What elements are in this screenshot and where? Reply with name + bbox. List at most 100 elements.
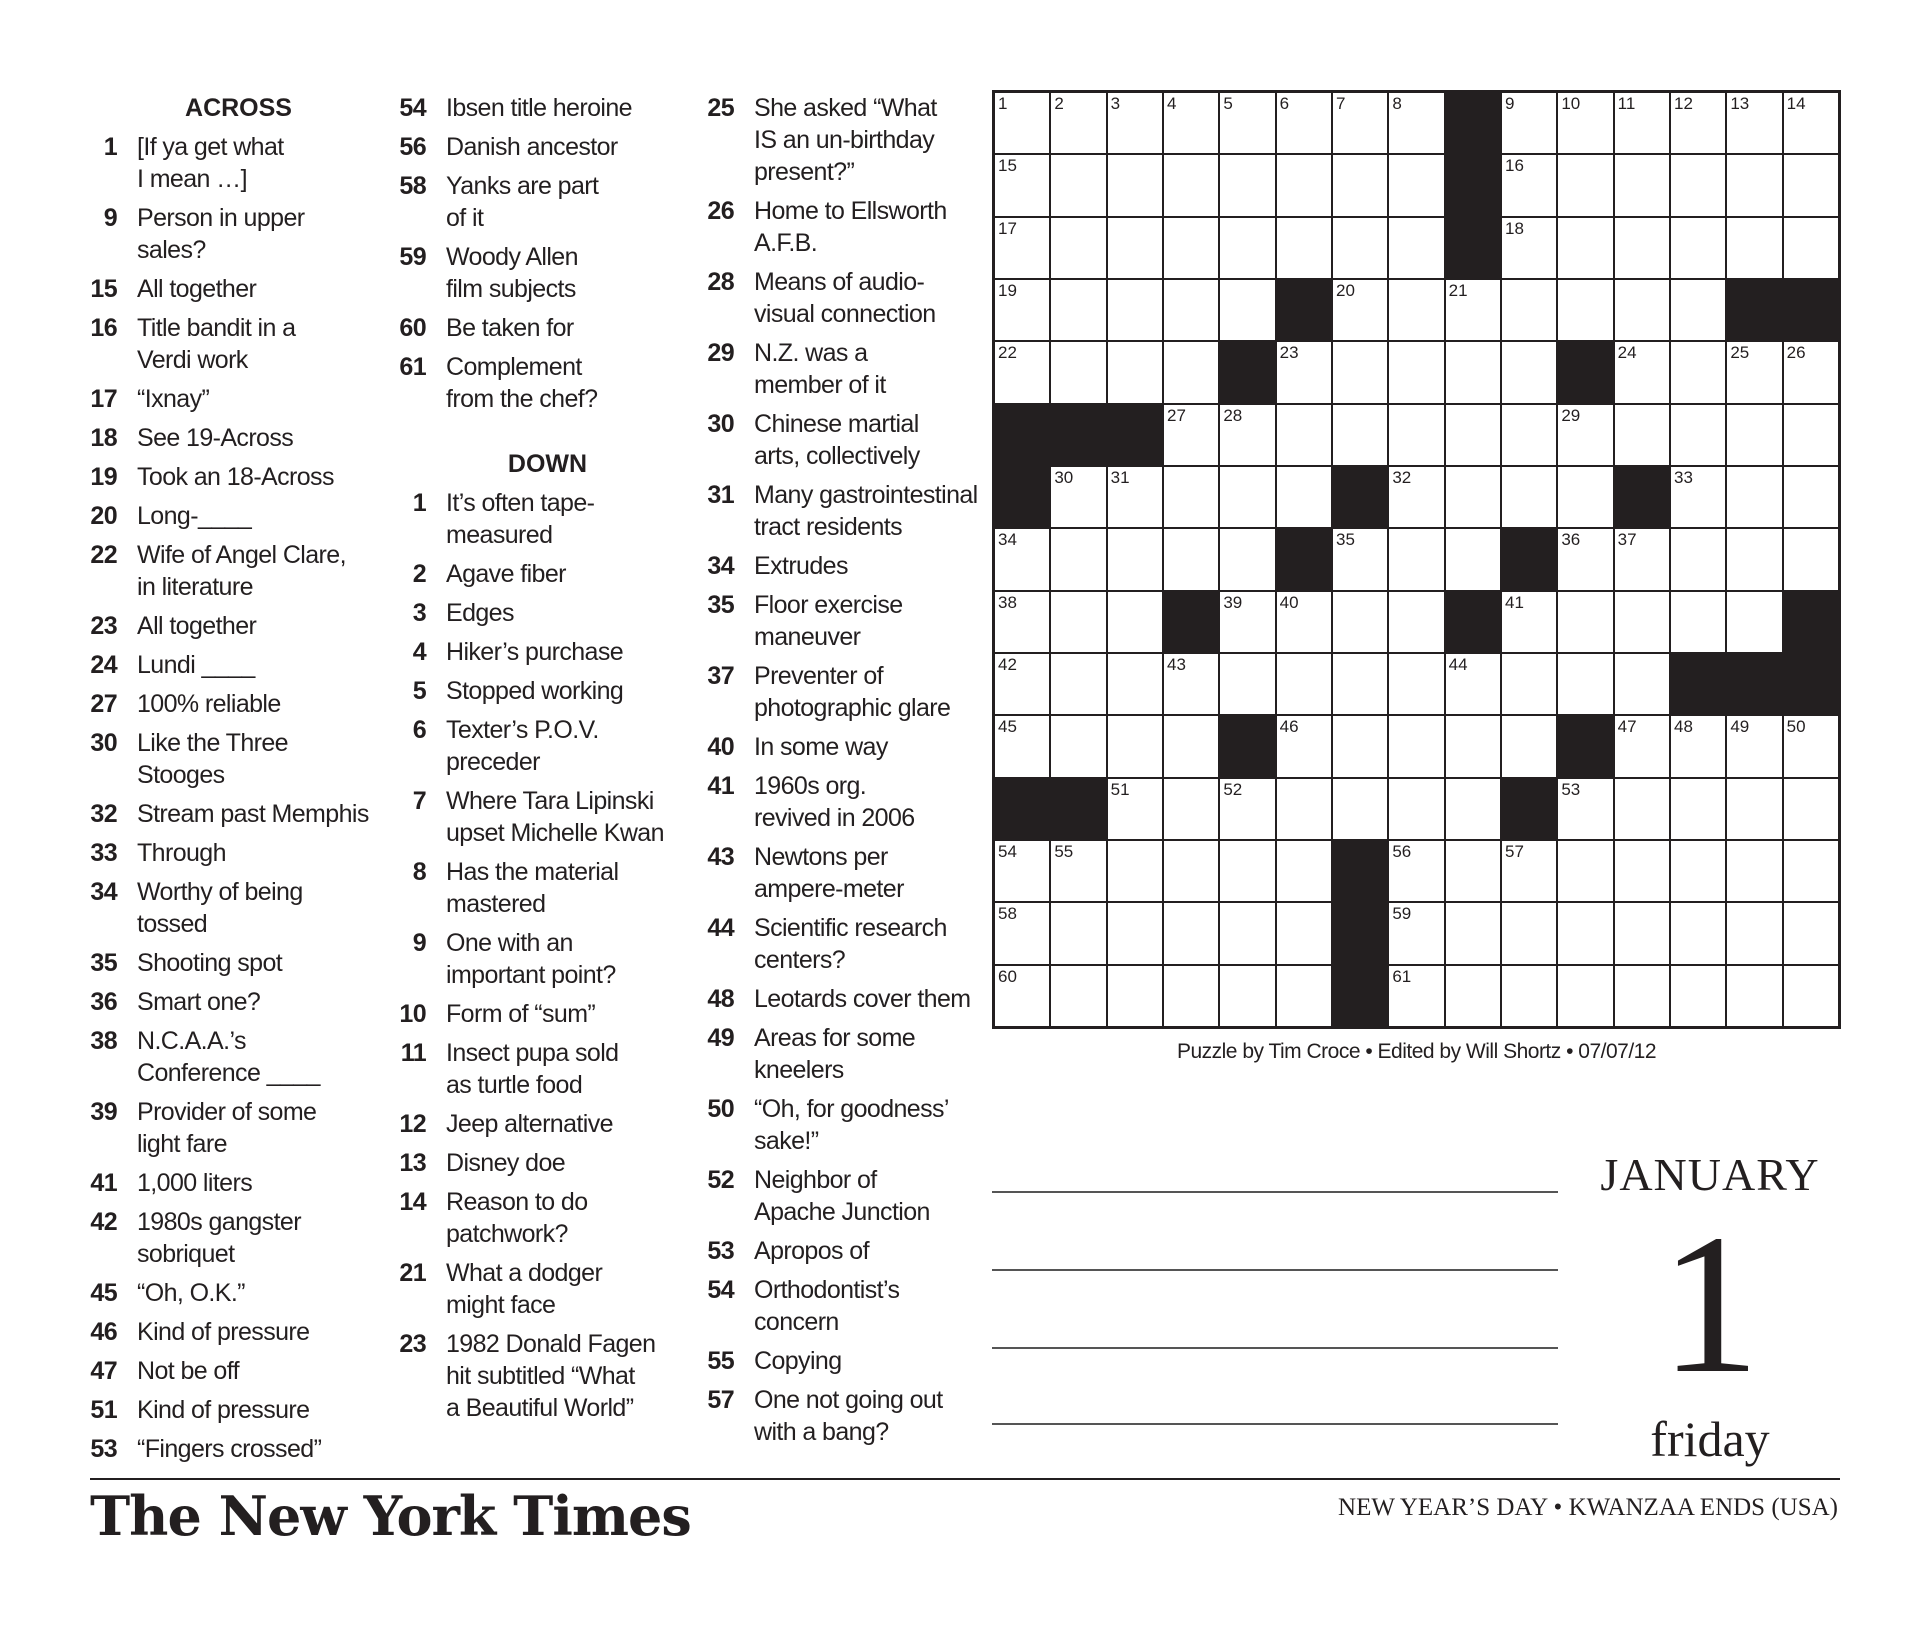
across-clue[interactable]: 47 Not be off bbox=[80, 1355, 380, 1387]
grid-cell[interactable] bbox=[1501, 965, 1557, 1026]
down-clue[interactable]: 57 One not going out with a bang? bbox=[697, 1384, 997, 1448]
down-clue[interactable]: 21 What a dodger might face bbox=[389, 1257, 689, 1321]
down-clue[interactable]: 3 Edges bbox=[389, 597, 689, 629]
grid-cell[interactable]: 28 bbox=[1220, 404, 1275, 465]
grid-cell[interactable] bbox=[1614, 903, 1669, 964]
grid-cell[interactable]: 20 bbox=[1332, 279, 1388, 341]
grid-cell[interactable] bbox=[1783, 778, 1838, 839]
grid-cell[interactable] bbox=[1670, 404, 1726, 465]
grid-cell[interactable] bbox=[1051, 155, 1106, 216]
grid-cell[interactable] bbox=[1445, 404, 1500, 465]
grid-cell[interactable]: 48 bbox=[1670, 716, 1726, 777]
grid-cell[interactable] bbox=[1727, 903, 1782, 964]
grid-cell[interactable] bbox=[1107, 965, 1162, 1026]
across-clue[interactable]: 53 “Fingers crossed” bbox=[80, 1433, 380, 1465]
grid-cell[interactable]: 13 bbox=[1727, 93, 1782, 154]
grid-cell[interactable]: 35 bbox=[1332, 529, 1388, 590]
down-clue[interactable]: 29 N.Z. was a member of it bbox=[697, 337, 997, 401]
grid-cell[interactable] bbox=[1389, 529, 1444, 590]
across-clue[interactable]: 59 Woody Allen film subjects bbox=[389, 241, 689, 305]
grid-cell[interactable] bbox=[1727, 965, 1782, 1026]
grid-cell[interactable] bbox=[1389, 342, 1444, 403]
grid-cell[interactable] bbox=[1670, 778, 1726, 839]
grid-cell[interactable] bbox=[1051, 653, 1106, 715]
grid-cell[interactable] bbox=[1163, 716, 1219, 777]
grid-cell[interactable] bbox=[1670, 279, 1726, 341]
grid-cell[interactable] bbox=[1445, 716, 1500, 777]
grid-cell[interactable] bbox=[1558, 279, 1613, 341]
down-clue[interactable]: 43 Newtons per ampere-meter bbox=[697, 841, 997, 905]
down-clue[interactable]: 30 Chinese martial arts, collectively bbox=[697, 408, 997, 472]
grid-cell[interactable] bbox=[1670, 342, 1726, 403]
grid-cell[interactable] bbox=[1276, 840, 1331, 902]
across-clue[interactable]: 51 Kind of pressure bbox=[80, 1394, 380, 1426]
grid-cell[interactable] bbox=[1783, 217, 1838, 278]
grid-cell[interactable]: 51 bbox=[1107, 778, 1162, 839]
across-clue[interactable]: 27 100% reliable bbox=[80, 688, 380, 720]
grid-cell[interactable]: 4 bbox=[1163, 93, 1219, 154]
grid-cell[interactable] bbox=[1727, 217, 1782, 278]
grid-cell[interactable] bbox=[1163, 840, 1219, 902]
grid-cell[interactable]: 7 bbox=[1332, 93, 1388, 154]
across-clue[interactable]: 56 Danish ancestor bbox=[389, 131, 689, 163]
grid-cell[interactable] bbox=[1220, 965, 1275, 1026]
across-clue[interactable]: 41 1,000 liters bbox=[80, 1167, 380, 1199]
grid-cell[interactable] bbox=[1389, 279, 1444, 341]
grid-cell[interactable]: 53 bbox=[1558, 778, 1613, 839]
grid-cell[interactable] bbox=[1276, 155, 1331, 216]
grid-cell[interactable] bbox=[1783, 404, 1838, 465]
grid-cell[interactable] bbox=[1783, 903, 1838, 964]
grid-cell[interactable] bbox=[1051, 903, 1106, 964]
grid-cell[interactable] bbox=[1389, 778, 1444, 839]
grid-cell[interactable] bbox=[1276, 903, 1331, 964]
grid-cell[interactable] bbox=[1332, 404, 1388, 465]
grid-cell[interactable] bbox=[1332, 716, 1388, 777]
grid-cell[interactable] bbox=[1220, 279, 1275, 341]
grid-cell[interactable] bbox=[1220, 466, 1275, 528]
grid-cell[interactable] bbox=[1332, 155, 1388, 216]
across-clue[interactable]: 42 1980s gangster sobriquet bbox=[80, 1206, 380, 1270]
down-clue[interactable]: 37 Preventer of photographic glare bbox=[697, 660, 997, 724]
grid-cell[interactable]: 32 bbox=[1389, 466, 1444, 528]
grid-cell[interactable] bbox=[1389, 155, 1444, 216]
grid-cell[interactable] bbox=[1051, 217, 1106, 278]
grid-cell[interactable] bbox=[1051, 279, 1106, 341]
grid-cell[interactable] bbox=[1614, 965, 1669, 1026]
grid-cell[interactable] bbox=[1276, 217, 1331, 278]
across-clue[interactable]: 1 [If ya get what I mean …] bbox=[80, 131, 380, 195]
grid-cell[interactable] bbox=[1163, 155, 1219, 216]
down-clue[interactable]: 31 Many gastrointestinal tract residents bbox=[697, 479, 997, 543]
grid-cell[interactable] bbox=[1558, 965, 1613, 1026]
grid-cell[interactable] bbox=[1727, 529, 1782, 590]
grid-cell[interactable]: 15 bbox=[995, 155, 1050, 216]
grid-cell[interactable] bbox=[1727, 591, 1782, 652]
grid-cell[interactable] bbox=[1051, 716, 1106, 777]
grid-cell[interactable]: 25 bbox=[1727, 342, 1782, 403]
down-clue[interactable]: 52 Neighbor of Apache Junction bbox=[697, 1164, 997, 1228]
grid-cell[interactable]: 41 bbox=[1501, 591, 1557, 652]
grid-cell[interactable] bbox=[1501, 903, 1557, 964]
grid-cell[interactable] bbox=[1727, 466, 1782, 528]
down-clue[interactable]: 13 Disney doe bbox=[389, 1147, 689, 1179]
grid-cell[interactable] bbox=[1501, 653, 1557, 715]
grid-cell[interactable] bbox=[1163, 466, 1219, 528]
grid-cell[interactable] bbox=[1670, 217, 1726, 278]
grid-cell[interactable] bbox=[1163, 903, 1219, 964]
down-clue[interactable]: 9 One with an important point? bbox=[389, 927, 689, 991]
across-clue[interactable]: 61 Complement from the chef? bbox=[389, 351, 689, 415]
grid-cell[interactable]: 22 bbox=[995, 342, 1050, 403]
grid-cell[interactable]: 40 bbox=[1276, 591, 1331, 652]
grid-cell[interactable] bbox=[1445, 840, 1500, 902]
grid-cell[interactable] bbox=[1614, 279, 1669, 341]
down-clue[interactable]: 5 Stopped working bbox=[389, 675, 689, 707]
grid-cell[interactable] bbox=[1107, 653, 1162, 715]
grid-cell[interactable] bbox=[1727, 404, 1782, 465]
down-clue[interactable]: 35 Floor exercise maneuver bbox=[697, 589, 997, 653]
across-clue[interactable]: 15 All together bbox=[80, 273, 380, 305]
grid-cell[interactable]: 19 bbox=[995, 279, 1050, 341]
grid-cell[interactable] bbox=[1445, 903, 1500, 964]
grid-cell[interactable]: 16 bbox=[1501, 155, 1557, 216]
grid-cell[interactable] bbox=[1389, 653, 1444, 715]
across-clue[interactable]: 17 “Ixnay” bbox=[80, 383, 380, 415]
across-clue[interactable]: 16 Title bandit in a Verdi work bbox=[80, 312, 380, 376]
